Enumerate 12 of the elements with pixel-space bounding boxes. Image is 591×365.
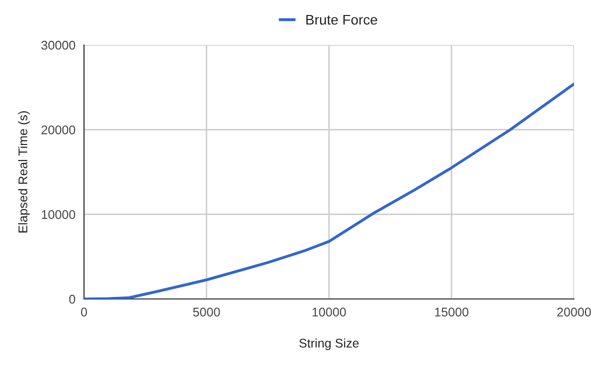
x-axis-title: String Size (299, 338, 359, 350)
y-tick-label: 30000 (41, 40, 76, 50)
x-tick-label: 5000 (193, 308, 220, 317)
y-axis-title: Elapsed Real Time (s) (18, 111, 30, 232)
x-tick-label: 0 (81, 308, 87, 317)
x-tick-label: 20000 (557, 308, 591, 317)
legend-label: Brute Force (306, 14, 378, 25)
x-tick-label: 15000 (435, 308, 468, 317)
x-tick-label: 10000 (312, 308, 346, 317)
y-tick-label: 0 (69, 294, 76, 304)
y-tick-label: 10000 (42, 210, 76, 219)
y-tick-label: 20000 (42, 125, 76, 134)
